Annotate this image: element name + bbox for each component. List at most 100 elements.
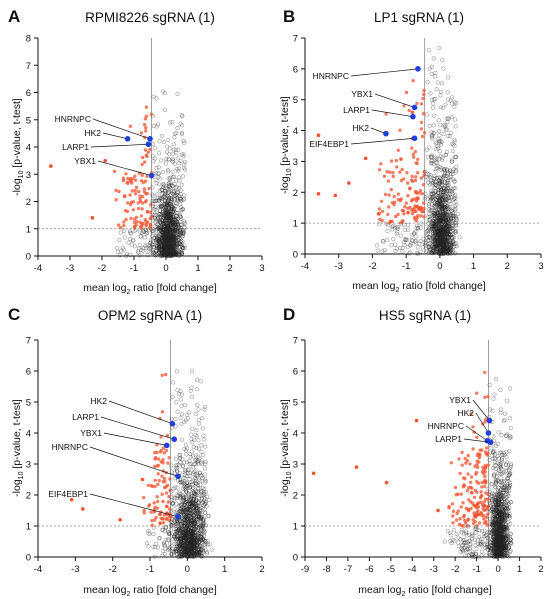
background-point bbox=[128, 252, 133, 258]
background-point bbox=[417, 241, 422, 246]
significant-point bbox=[164, 448, 168, 453]
background-point bbox=[443, 102, 448, 107]
background-point bbox=[158, 236, 163, 241]
background-point bbox=[172, 238, 177, 243]
outlier-point bbox=[81, 507, 85, 511]
significant-point bbox=[144, 105, 149, 109]
background-point bbox=[163, 224, 168, 229]
background-point bbox=[174, 192, 179, 197]
panel-title-d: HS5 sgRNA (1) bbox=[379, 308, 471, 323]
y-tick-label: 4 bbox=[293, 126, 298, 137]
background-point bbox=[189, 432, 194, 437]
background-point bbox=[171, 174, 176, 179]
background-point bbox=[445, 97, 451, 102]
background-point bbox=[489, 446, 494, 451]
background-point bbox=[161, 89, 166, 94]
y-tick-label: 3 bbox=[293, 460, 298, 471]
background-point bbox=[394, 231, 399, 236]
background-point bbox=[405, 223, 411, 228]
background-point bbox=[420, 245, 425, 250]
x-tick-label: -1 bbox=[146, 564, 154, 575]
significant-point bbox=[144, 114, 148, 118]
background-point bbox=[437, 129, 442, 134]
background-point bbox=[157, 139, 162, 144]
outlier-point bbox=[363, 156, 368, 161]
significant-point bbox=[421, 201, 426, 205]
background-point bbox=[159, 134, 165, 139]
significant-point bbox=[414, 219, 419, 223]
background-point bbox=[433, 155, 438, 160]
background-point bbox=[181, 151, 186, 157]
background-point bbox=[162, 108, 168, 113]
background-point bbox=[172, 197, 177, 202]
background-point bbox=[479, 549, 484, 554]
background-point bbox=[454, 154, 459, 159]
significant-point bbox=[404, 90, 409, 95]
significant-point bbox=[458, 517, 462, 521]
significant-point bbox=[143, 160, 147, 164]
x-axis-label-c: mean log2 ratio [fold change] bbox=[83, 584, 217, 598]
significant-point bbox=[400, 167, 404, 172]
background-point bbox=[170, 169, 175, 174]
significant-point bbox=[167, 456, 171, 460]
background-point bbox=[184, 452, 189, 457]
significant-point bbox=[413, 206, 417, 210]
significant-point bbox=[419, 127, 423, 131]
background-point bbox=[178, 212, 183, 217]
y-tick-label: 1 bbox=[26, 522, 31, 533]
x-tick-label: -2 bbox=[451, 564, 459, 575]
significant-point bbox=[416, 196, 420, 200]
significant-point bbox=[141, 221, 145, 226]
significant-point bbox=[409, 178, 414, 182]
background-point bbox=[181, 197, 186, 202]
background-point bbox=[156, 175, 161, 180]
y-tick-label: 8 bbox=[26, 34, 31, 45]
background-point bbox=[163, 238, 168, 243]
background-point bbox=[153, 177, 158, 182]
background-point bbox=[161, 140, 167, 145]
background-point bbox=[438, 142, 443, 147]
significant-point bbox=[164, 372, 168, 377]
background-point bbox=[180, 207, 186, 212]
background-point bbox=[450, 207, 456, 212]
significant-point bbox=[142, 495, 146, 500]
background-point bbox=[174, 178, 179, 183]
background-point bbox=[430, 97, 435, 102]
gene-label: YBX1 bbox=[80, 428, 102, 438]
y-axis-label-d: -log10 [p-value, t-test] bbox=[279, 399, 293, 497]
background-point bbox=[163, 537, 168, 543]
background-point bbox=[118, 253, 123, 258]
background-point bbox=[194, 428, 199, 433]
panel-letter-c: C bbox=[8, 305, 20, 324]
background-point bbox=[430, 105, 436, 110]
significant-point bbox=[450, 502, 455, 506]
background-point bbox=[122, 235, 127, 240]
background-point bbox=[455, 212, 461, 217]
label-leader-line bbox=[97, 160, 152, 176]
background-point bbox=[172, 206, 177, 211]
background-point bbox=[203, 466, 208, 471]
panel-c: C OPM2 sgRNA (1) mean log2 ratio [fold c… bbox=[8, 305, 265, 598]
significant-point bbox=[157, 479, 161, 483]
background-point bbox=[429, 135, 434, 140]
background-point bbox=[389, 242, 394, 248]
label-leader-line bbox=[103, 432, 167, 446]
background-point bbox=[436, 136, 441, 141]
background-point bbox=[132, 228, 137, 233]
gene-label: EIF4EBP1 bbox=[309, 139, 349, 149]
background-point bbox=[174, 369, 179, 374]
background-point bbox=[119, 248, 124, 253]
background-point bbox=[151, 531, 156, 537]
significant-point bbox=[131, 208, 136, 212]
background-point bbox=[126, 240, 131, 245]
background-point bbox=[177, 233, 182, 238]
background-point bbox=[195, 377, 200, 382]
highlighted-point bbox=[415, 66, 421, 72]
y-tick-label: 0 bbox=[293, 553, 298, 564]
background-point bbox=[179, 199, 184, 204]
significant-point bbox=[142, 187, 147, 191]
significant-point bbox=[156, 472, 160, 476]
significant-point bbox=[116, 223, 121, 227]
background-point bbox=[170, 197, 175, 203]
background-point bbox=[433, 167, 438, 172]
